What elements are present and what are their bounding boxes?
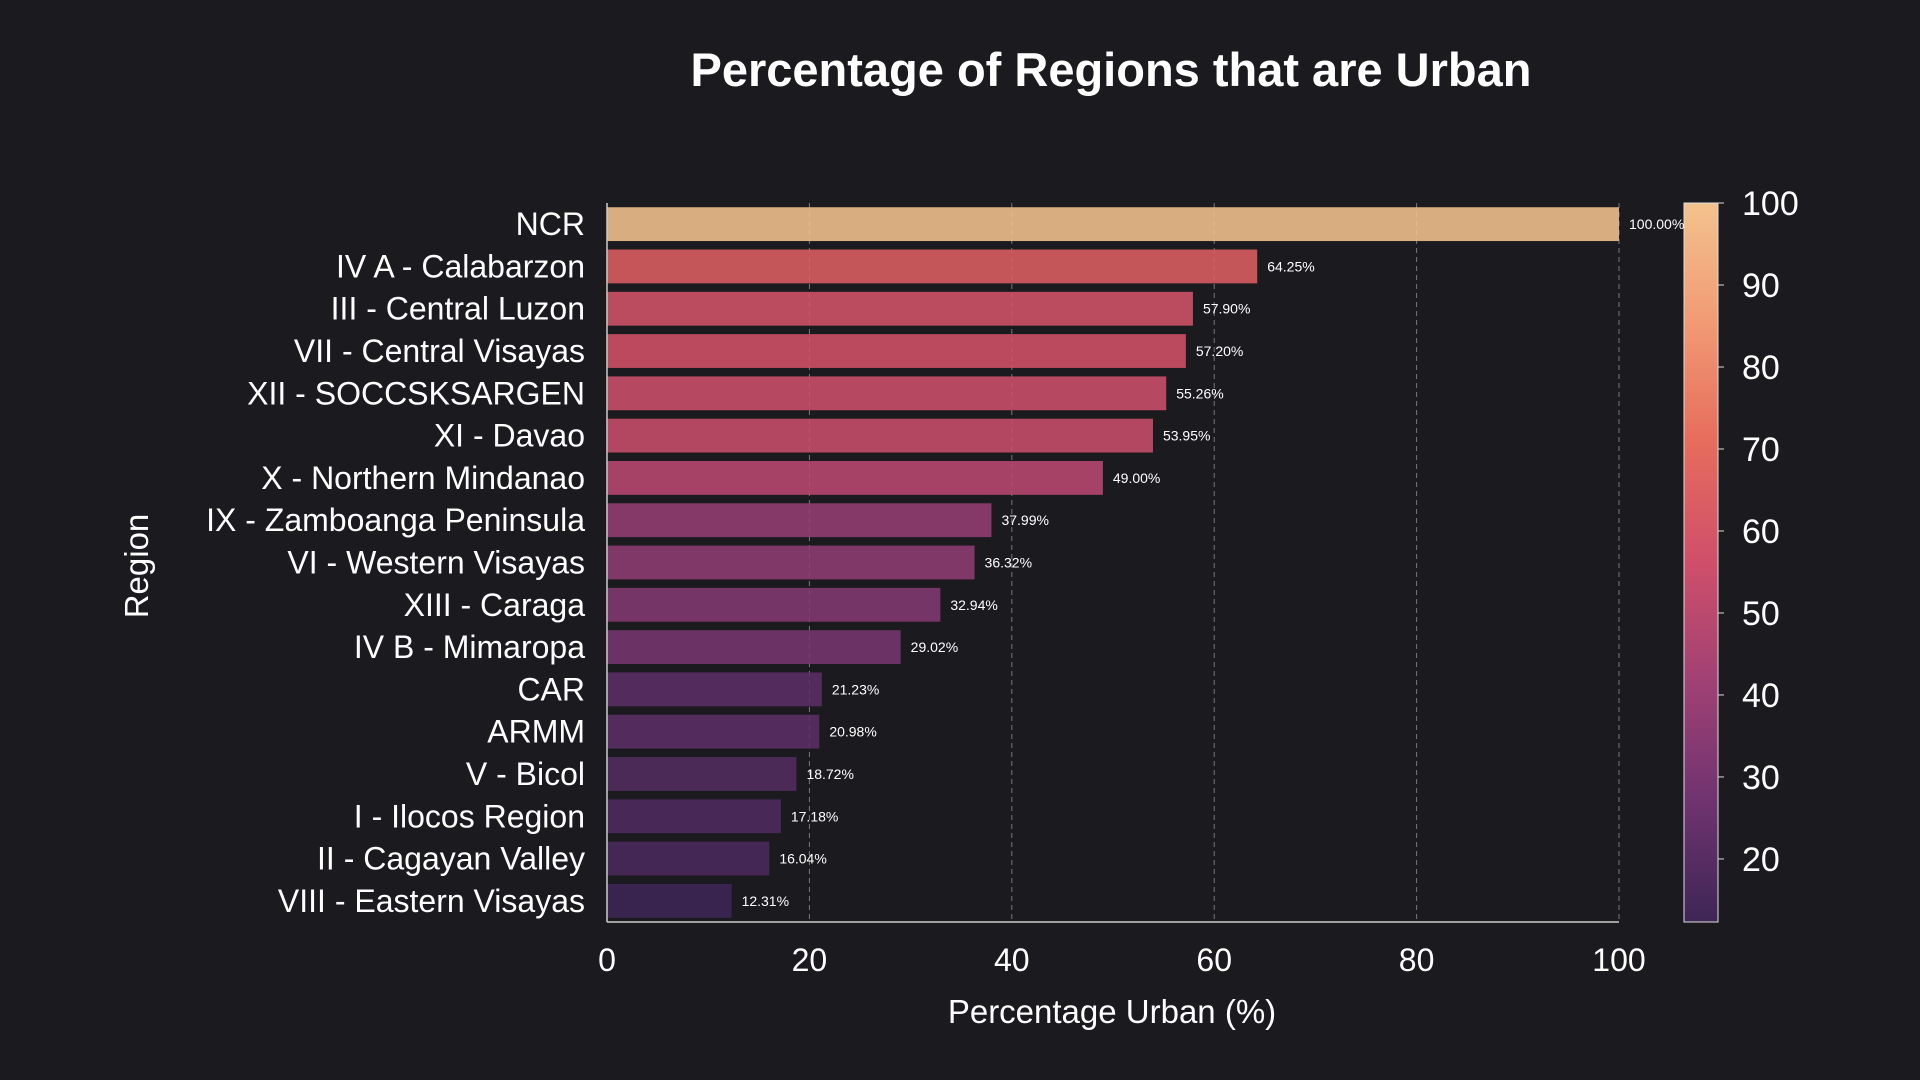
bar-value-label: 36.32%: [985, 555, 1032, 571]
colorbar-tick-label: 50: [1742, 595, 1780, 633]
x-tick-label: 80: [1399, 942, 1435, 978]
bar: [607, 249, 1258, 284]
bar: [607, 545, 975, 580]
bar-value-label: 16.04%: [779, 851, 826, 867]
y-axis-label: Region: [118, 514, 155, 619]
x-tick-label: 20: [792, 942, 828, 978]
bar: [607, 672, 822, 707]
bar-value-label: 12.31%: [742, 893, 789, 909]
bar-value-label: 21.23%: [832, 681, 879, 697]
value-labels: 100.00% 64.25% 57.90% 57.20% 55.26% 53.95% 49.…: [742, 216, 1685, 909]
bar-value-label: 55.26%: [1176, 385, 1223, 401]
category-label: XII - SOCCSKSARGEN: [247, 375, 585, 411]
x-axis-label: Percentage Urban (%): [948, 993, 1276, 1030]
colorbar-tick-label: 30: [1742, 759, 1780, 797]
category-label: V - Bicol: [466, 756, 585, 792]
bar: [607, 883, 732, 918]
category-label: IV B - Mimaropa: [354, 629, 585, 665]
colorbar-tick-label: 60: [1742, 513, 1780, 551]
category-label: VI - Western Visayas: [287, 545, 585, 581]
bar-value-label: 18.72%: [806, 766, 853, 782]
bar-value-label: 29.02%: [911, 639, 958, 655]
x-tick-label: 100: [1592, 942, 1645, 978]
bars: [607, 207, 1619, 918]
bar-value-label: 37.99%: [1001, 512, 1048, 528]
bar-value-label: 20.98%: [829, 724, 876, 740]
category-label: I - Ilocos Region: [354, 798, 585, 834]
bar: [607, 503, 992, 538]
bar: [607, 418, 1153, 453]
bar-value-label: 100.00%: [1629, 216, 1684, 232]
bar: [607, 376, 1167, 411]
bar: [607, 757, 797, 791]
colorbar-tick-label: 90: [1742, 267, 1780, 305]
colorbar-tick-label: 40: [1742, 677, 1780, 715]
bar: [607, 799, 781, 834]
bar-value-label: 57.20%: [1196, 343, 1243, 359]
category-label: VIII - Eastern Visayas: [278, 883, 585, 919]
bar: [607, 630, 901, 665]
category-label: XIII - Caraga: [404, 587, 586, 623]
colorbar-gradient: [1683, 202, 1719, 923]
colorbar: 20 30 40 50 60 70 80 90 100: [1683, 185, 1799, 923]
axes: [606, 203, 1619, 923]
bar: [607, 460, 1103, 495]
category-label: ARMM: [487, 714, 585, 750]
colorbar-tick-label: 70: [1742, 431, 1780, 469]
x-tick-labels: 0 20 40 60 80 100: [598, 942, 1646, 978]
bar: [607, 291, 1193, 326]
colorbar-tick-label: 20: [1742, 841, 1780, 879]
category-labels: NCR IV A - Calabarzon III - Central Luzon V…: [206, 206, 585, 919]
category-label: IV A - Calabarzon: [336, 248, 585, 284]
bar-value-label: 17.18%: [791, 808, 838, 824]
bar: [607, 841, 770, 876]
bar: [607, 714, 820, 749]
bar: [607, 587, 941, 622]
x-tick-label: 40: [994, 942, 1030, 978]
category-label: IX - Zamboanga Peninsula: [206, 502, 585, 538]
bar-value-label: 64.25%: [1267, 258, 1314, 274]
bar-value-label: 57.90%: [1203, 301, 1250, 317]
bar-value-label: 49.00%: [1113, 470, 1160, 486]
category-label: CAR: [517, 671, 585, 707]
category-label: X - Northern Mindanao: [261, 460, 585, 496]
colorbar-tick-label: 100: [1742, 185, 1799, 223]
category-label: III - Central Luzon: [331, 291, 585, 327]
chart-title: Percentage of Regions that are Urban: [691, 43, 1532, 96]
category-label: NCR: [516, 206, 585, 242]
colorbar-tick-label: 80: [1742, 349, 1780, 387]
bar: [607, 334, 1186, 368]
x-tick-label: 60: [1196, 942, 1232, 978]
bar-value-label: 32.94%: [950, 597, 997, 613]
category-label: XI - Davao: [434, 418, 585, 454]
category-label: II - Cagayan Valley: [317, 841, 585, 877]
bar: [607, 207, 1619, 242]
x-tick-label: 0: [598, 942, 616, 978]
bar-value-label: 53.95%: [1163, 428, 1210, 444]
category-label: VII - Central Visayas: [294, 333, 585, 369]
